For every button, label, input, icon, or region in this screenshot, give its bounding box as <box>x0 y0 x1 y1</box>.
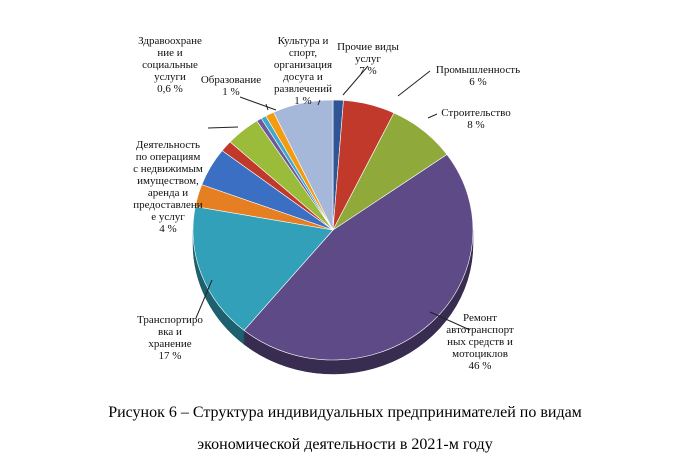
leader-line-13 <box>317 99 321 106</box>
slice-label-11: Здравоохране ние и социальные услуги 0,6 % <box>138 35 202 95</box>
slice-label-9: Деятельность по операциям с недвижимым имущ… <box>133 139 203 235</box>
leader-line-1 <box>342 65 369 96</box>
slice-label-13: Культура и спорт, организация досуга и развл… <box>274 35 332 107</box>
slice-labels: Прочие виды услуг 7 % Промышленность 6 % Стро… <box>133 35 520 372</box>
leader-lines <box>195 65 471 331</box>
slice-label-1: Прочие виды услуг 7 % <box>337 41 399 77</box>
slice-label-5: Транспортиро вка и хранение 17 % <box>137 314 203 362</box>
pie-chart: Прочие виды услуг 7 % Промышленность 6 % Стро… <box>133 35 520 375</box>
slice-4 <box>243 154 474 361</box>
figure-caption-line-2: экономической деятельности в 2021-м году <box>197 436 493 453</box>
leader-line-12 <box>239 96 277 111</box>
figure-caption-line-1: Рисунок 6 – Структура индивидуальных пре… <box>108 404 582 421</box>
leader-line-9 <box>207 126 239 129</box>
leader-line-4 <box>429 311 471 331</box>
slice-label-3: Строительство 8 % <box>441 107 511 131</box>
slice-5 <box>192 206 334 331</box>
leader-line-3 <box>427 113 438 119</box>
slice-label-2: Промышленность 6 % <box>436 64 520 88</box>
pie-slices <box>192 99 474 361</box>
slice-label-12: Образование 1 % <box>201 74 261 98</box>
slice-13 <box>273 99 334 231</box>
leader-line-5 <box>195 279 213 319</box>
slice-label-4: Ремонт автотранспорт ных средств и мотоцикл… <box>446 312 514 372</box>
leader-line-2 <box>397 70 431 97</box>
